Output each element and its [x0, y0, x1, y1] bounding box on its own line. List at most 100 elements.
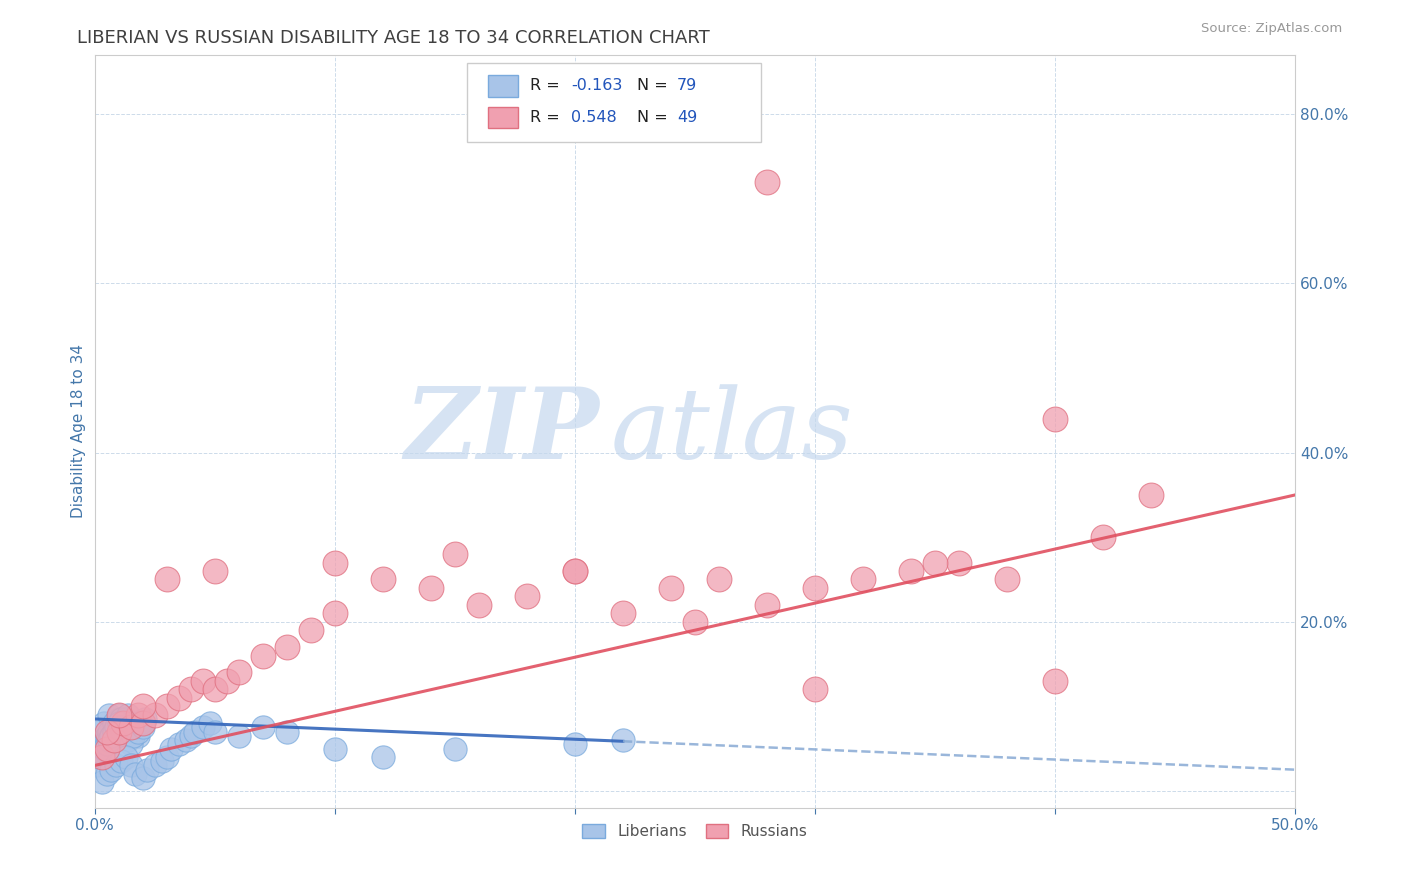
Point	[103, 733, 125, 747]
Point	[756, 175, 779, 189]
Text: LIBERIAN VS RUSSIAN DISABILITY AGE 18 TO 34 CORRELATION CHART: LIBERIAN VS RUSSIAN DISABILITY AGE 18 TO…	[77, 29, 710, 46]
Point	[120, 758, 142, 772]
Point	[371, 750, 394, 764]
Point	[323, 741, 346, 756]
Point	[184, 724, 207, 739]
Point	[191, 720, 214, 734]
Point	[120, 720, 142, 734]
Point	[1092, 530, 1115, 544]
Point	[167, 737, 190, 751]
Point	[150, 754, 173, 768]
Point	[1045, 673, 1067, 688]
Point	[107, 707, 129, 722]
Point	[117, 707, 139, 722]
Point	[900, 564, 922, 578]
Point	[93, 716, 115, 731]
Point	[129, 720, 152, 734]
Point	[127, 724, 149, 739]
Point	[96, 724, 118, 739]
Point	[112, 716, 135, 731]
Point	[112, 716, 135, 731]
Point	[96, 741, 118, 756]
Point	[93, 741, 115, 756]
Point	[107, 707, 129, 722]
FancyBboxPatch shape	[488, 107, 519, 128]
Text: 49: 49	[678, 110, 697, 125]
Point	[468, 598, 491, 612]
Point	[143, 758, 166, 772]
Point	[1045, 411, 1067, 425]
Text: 79: 79	[678, 78, 697, 94]
FancyBboxPatch shape	[467, 62, 761, 142]
Point	[612, 733, 634, 747]
Point	[276, 640, 298, 654]
Point	[156, 573, 179, 587]
Point	[659, 581, 682, 595]
Point	[98, 733, 121, 747]
Point	[995, 573, 1018, 587]
Point	[129, 716, 152, 731]
Point	[564, 737, 586, 751]
Point	[134, 712, 156, 726]
Point	[323, 607, 346, 621]
FancyBboxPatch shape	[488, 76, 519, 96]
Point	[131, 771, 153, 785]
Point	[804, 682, 827, 697]
Point	[117, 733, 139, 747]
Point	[323, 556, 346, 570]
Text: -0.163: -0.163	[571, 78, 623, 94]
Point	[756, 598, 779, 612]
Point	[707, 573, 730, 587]
Point	[89, 750, 111, 764]
Point	[93, 737, 115, 751]
Point	[136, 763, 159, 777]
Point	[89, 724, 111, 739]
Point	[89, 750, 111, 764]
Point	[96, 767, 118, 781]
Point	[156, 699, 179, 714]
Point	[852, 573, 875, 587]
Point	[105, 720, 128, 734]
Point	[204, 724, 226, 739]
Point	[90, 775, 112, 789]
Point	[124, 724, 146, 739]
Text: atlas: atlas	[612, 384, 853, 479]
Point	[98, 724, 121, 739]
Point	[100, 729, 122, 743]
Point	[96, 733, 118, 747]
Text: 0.548: 0.548	[571, 110, 617, 125]
Point	[299, 623, 322, 637]
Text: N =: N =	[637, 110, 673, 125]
Point	[204, 564, 226, 578]
Text: R =: R =	[530, 110, 565, 125]
Point	[122, 720, 145, 734]
Point	[276, 724, 298, 739]
Point	[110, 720, 132, 734]
Point	[174, 733, 197, 747]
Point	[114, 729, 136, 743]
Point	[105, 758, 128, 772]
Point	[124, 767, 146, 781]
Point	[252, 720, 274, 734]
Point	[107, 724, 129, 739]
Point	[156, 750, 179, 764]
Point	[86, 758, 108, 772]
Point	[100, 763, 122, 777]
Point	[103, 716, 125, 731]
Point	[107, 712, 129, 726]
Point	[1140, 488, 1163, 502]
Legend: Liberians, Russians: Liberians, Russians	[576, 817, 814, 846]
Point	[371, 573, 394, 587]
Point	[131, 720, 153, 734]
Point	[204, 682, 226, 697]
Text: Source: ZipAtlas.com: Source: ZipAtlas.com	[1202, 22, 1343, 36]
Point	[110, 712, 132, 726]
Point	[167, 690, 190, 705]
Point	[191, 673, 214, 688]
Point	[120, 737, 142, 751]
Point	[228, 665, 250, 680]
Point	[215, 673, 238, 688]
Point	[96, 737, 118, 751]
Point	[948, 556, 970, 570]
Point	[124, 720, 146, 734]
